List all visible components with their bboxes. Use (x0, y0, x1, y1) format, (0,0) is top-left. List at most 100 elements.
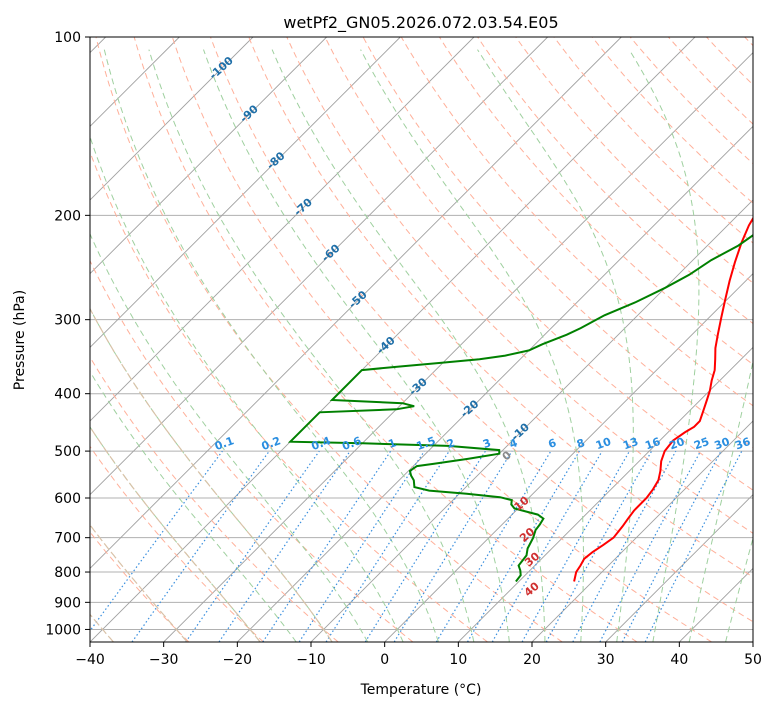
x-tick-label: −30 (149, 652, 179, 668)
y-tick-label: 600 (54, 491, 81, 507)
dry-adiabat (133, 37, 638, 642)
reference-curve (90, 307, 333, 642)
plot-frame (89, 36, 754, 643)
dry-adiabat (362, 37, 753, 449)
x-tick-label: 40 (670, 652, 688, 668)
moist-adiabat (90, 426, 261, 642)
moist-adiabat (90, 232, 369, 642)
mixing-ratio-line (218, 450, 351, 642)
moist-adiabat (103, 49, 439, 642)
isotherm-line (531, 420, 753, 642)
y-tick-label: 800 (54, 565, 81, 581)
chart-title: wetPf2_GN05.2026.072.03.54.E05 (283, 13, 558, 33)
isotherm-line (90, 37, 696, 642)
mixing-ratio-line (545, 450, 653, 642)
isotherm-line (90, 37, 548, 496)
moist-adiabat (271, 49, 546, 642)
y-tick-label: 100 (54, 30, 81, 46)
mixing-ratio-label: 6 (546, 436, 558, 451)
background-lines (90, 37, 753, 642)
mixing-ratio-label: 1 (387, 436, 399, 451)
mixing-ratio-line (491, 450, 603, 642)
mixing-ratio-label: 13 (621, 435, 640, 452)
isotherm-line (90, 37, 254, 201)
y-tick-label: 700 (54, 531, 81, 547)
dewpoint-profile (287, 234, 753, 583)
isotherm-line (90, 37, 475, 422)
mixing-ratio-label: 0.2 (260, 434, 283, 453)
dry-adiabat (171, 37, 712, 642)
x-tick-label: 20 (523, 652, 541, 668)
mixing-ratio-line (325, 450, 450, 642)
mixing-ratio-line (521, 450, 631, 642)
mixing-ratio-line (435, 450, 552, 642)
isotherm-line (384, 273, 753, 642)
isotherm-line (90, 37, 622, 569)
mixing-ratio-line (131, 450, 270, 642)
axes: −40 −30 −20 −10 0 10 20 30 40 5010020030040050060… (45, 30, 762, 668)
isotherm-line (605, 494, 753, 642)
mixing-ratio-line (572, 450, 677, 642)
mixing-ratio-label: 1.5 (415, 434, 438, 453)
y-axis-title: Pressure (hPa) (12, 290, 28, 390)
dry-adiabat (477, 37, 753, 325)
moist-adiabat (688, 359, 753, 642)
mixing-ratio-line (466, 450, 580, 642)
isotherm-line (458, 346, 753, 642)
moist-adiabat (725, 536, 753, 642)
dry-adiabat (248, 37, 753, 578)
reference-curve (90, 524, 188, 642)
dry-adiabat (515, 37, 753, 284)
mixing-ratio-label: 10 (594, 435, 613, 453)
x-tick-label: −20 (223, 652, 253, 668)
mixing-ratio-label: 0.4 (310, 434, 333, 453)
mixing-ratio-line (185, 450, 320, 642)
profile-lines (287, 216, 753, 583)
mixing-ratio-label: 2 (445, 436, 457, 451)
moist-adiabat (203, 49, 510, 642)
dry-adiabat (629, 37, 753, 165)
mixing-ratio-label: 4 (508, 436, 520, 451)
isotherm-line (237, 125, 753, 642)
dry-adiabat (400, 37, 753, 407)
y-tick-label: 1000 (45, 622, 81, 638)
moist-adiabat (148, 49, 475, 642)
dry-adiabat (90, 445, 264, 642)
temperature-profile (573, 216, 753, 582)
y-tick-label: 500 (54, 444, 81, 460)
mixing-ratio-line (364, 450, 486, 642)
dry-adiabat (90, 259, 414, 642)
mixing-ratio-label: 3 (481, 436, 493, 451)
isotherm-line (90, 37, 401, 348)
isotherm-line (163, 52, 753, 642)
y-tick-label: 900 (54, 595, 81, 611)
x-tick-label: 0 (380, 652, 389, 668)
mixing-ratio-label: 25 (692, 435, 711, 452)
y-tick-label: 200 (54, 208, 81, 224)
mixing-ratio-label: 0.1 (213, 434, 236, 453)
dry-adiabat (95, 37, 563, 642)
mixing-ratio-line (90, 450, 223, 632)
moist-adiabat (90, 135, 404, 642)
moist-adiabat (90, 370, 297, 642)
mixing-ratio-label: 0.6 (340, 434, 363, 453)
isotherm-line (90, 37, 327, 275)
dry-adiabat (591, 37, 753, 204)
moist-adiabat (477, 49, 634, 642)
reference-curve (90, 425, 261, 642)
x-tick-label: −10 (296, 652, 326, 668)
x-tick-label: 30 (597, 652, 615, 668)
mixing-ratio-label: 20 (668, 435, 687, 453)
mixing-ratio-line (393, 450, 513, 642)
x-axis-title: Temperature (°C) (360, 682, 482, 698)
dry-adiabat (210, 37, 753, 623)
y-tick-label: 400 (54, 387, 81, 403)
x-tick-label: 50 (744, 652, 762, 668)
y-tick-label: 300 (54, 313, 81, 329)
x-tick-label: −40 (75, 652, 105, 668)
mixing-ratio-label: 36 (733, 435, 752, 453)
mixing-ratio-label: 16 (643, 435, 662, 453)
